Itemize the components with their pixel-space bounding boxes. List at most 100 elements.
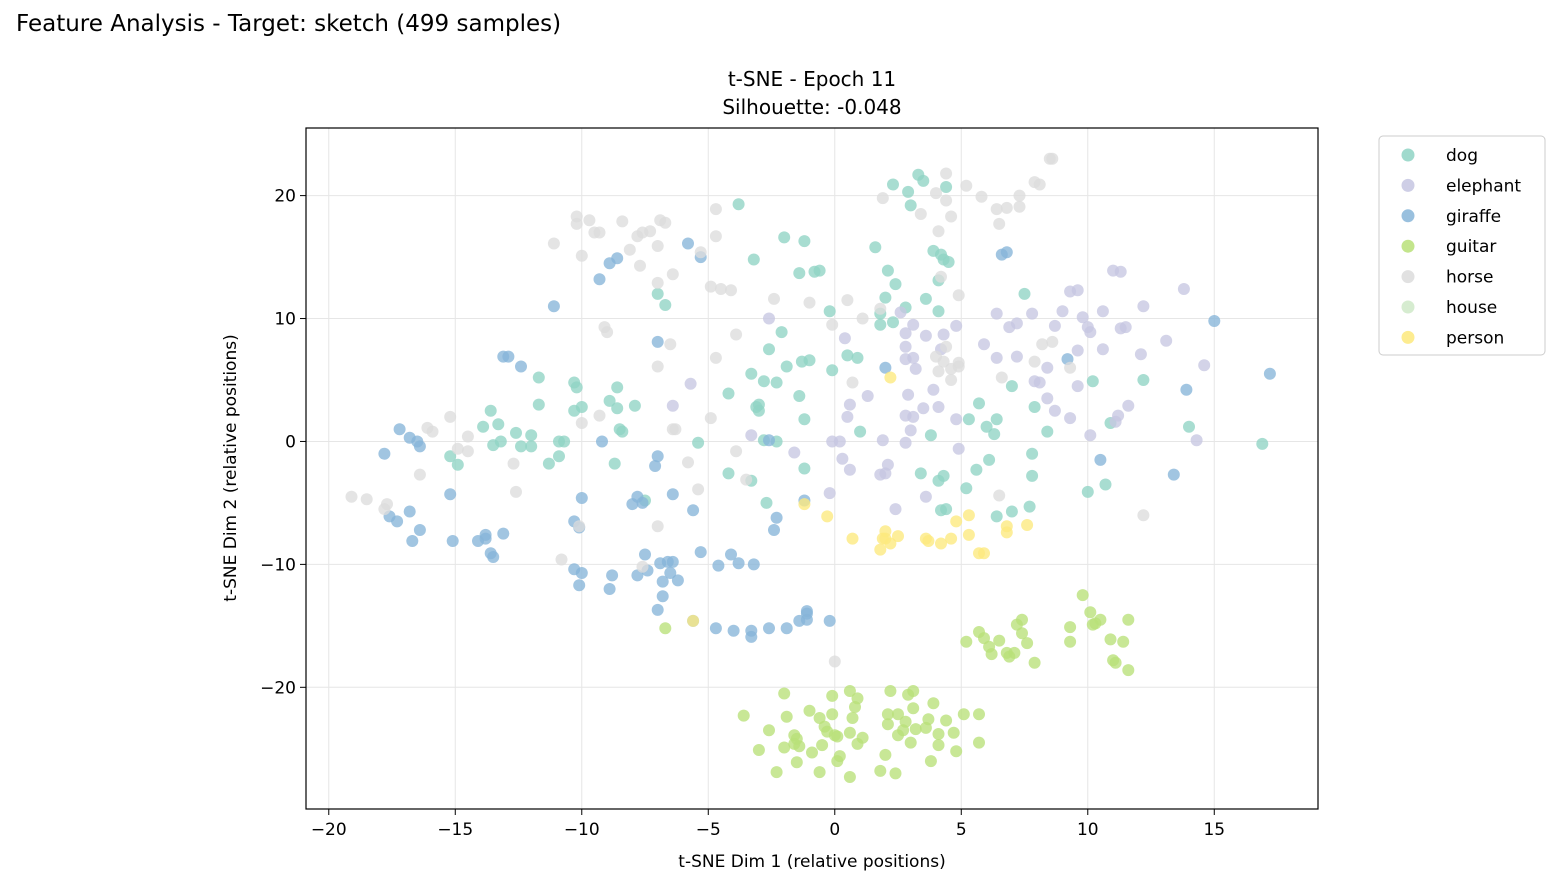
point-elephant xyxy=(1114,265,1127,278)
legend-marker xyxy=(1401,330,1415,344)
point-horse xyxy=(510,485,522,498)
point-giraffe xyxy=(671,574,684,587)
point-dog xyxy=(532,398,545,411)
point-elephant xyxy=(909,362,922,375)
point-giraffe xyxy=(666,555,679,568)
point-dog xyxy=(823,305,836,318)
legend-label: elephant xyxy=(1446,176,1521,196)
point-dog xyxy=(532,371,545,384)
point-dog xyxy=(881,264,894,277)
point-elephant xyxy=(950,319,963,332)
point-horse xyxy=(623,243,636,256)
point-guitar xyxy=(889,767,902,780)
point-horse xyxy=(935,270,947,283)
point-elephant xyxy=(917,402,930,415)
y-axis-ticks: −20 −10 0 10 20 xyxy=(260,187,306,698)
point-horse xyxy=(666,268,679,281)
legend-marker xyxy=(1401,239,1415,253)
point-dog xyxy=(798,462,811,475)
point-horse xyxy=(575,249,588,262)
point-elephant xyxy=(1122,399,1135,412)
point-elephant xyxy=(684,377,697,390)
point-guitar xyxy=(879,748,892,761)
point-guitar xyxy=(881,718,894,731)
point-elephant xyxy=(1071,344,1084,357)
point-dog xyxy=(628,399,641,412)
point-guitar xyxy=(843,726,856,739)
point-dog xyxy=(553,435,565,448)
point-giraffe xyxy=(666,488,679,501)
point-dog xyxy=(553,450,565,463)
point-horse xyxy=(725,284,737,297)
point-guitar xyxy=(851,692,864,705)
point-horse xyxy=(1064,361,1077,374)
legend: dog elephant giraffe guitar horse house person xyxy=(1378,135,1546,356)
point-dog xyxy=(492,418,505,431)
point-giraffe xyxy=(651,335,664,348)
point-guitar xyxy=(1016,613,1028,626)
point-person xyxy=(798,498,811,511)
point-guitar xyxy=(973,708,985,721)
point-horse xyxy=(669,423,682,436)
legend-label: person xyxy=(1446,328,1504,348)
point-horse xyxy=(826,318,839,331)
point-dog xyxy=(798,235,811,248)
legend-item-dog: dog xyxy=(1401,146,1478,166)
point-dog xyxy=(841,349,854,362)
point-giraffe xyxy=(823,614,836,627)
point-guitar xyxy=(1122,664,1135,677)
point-dog xyxy=(1137,374,1150,386)
point-dog xyxy=(917,174,930,187)
point-elephant xyxy=(1096,343,1109,356)
point-giraffe xyxy=(575,567,588,579)
x-tick-label: 15 xyxy=(1203,820,1225,840)
point-guitar xyxy=(892,708,904,721)
point-elephant xyxy=(874,468,887,481)
point-elephant xyxy=(823,487,836,500)
point-dog xyxy=(570,381,583,394)
point-horse xyxy=(993,489,1006,502)
point-giraffe xyxy=(712,559,725,572)
point-elephant xyxy=(745,429,758,442)
point-dog xyxy=(988,428,1001,441)
point-horse xyxy=(692,483,705,496)
point-horse xyxy=(664,338,677,351)
point-giraffe xyxy=(444,488,457,501)
chart-title-line2: Silhouette: -0.048 xyxy=(722,95,901,119)
point-dog xyxy=(960,482,973,495)
point-elephant xyxy=(1041,392,1054,405)
point-person xyxy=(962,509,975,522)
point-giraffe xyxy=(1167,468,1180,481)
point-dog xyxy=(919,292,932,305)
point-giraffe xyxy=(768,524,780,536)
point-horse xyxy=(616,215,629,228)
point-dog xyxy=(1005,380,1018,393)
point-elephant xyxy=(937,328,950,341)
point-horse xyxy=(575,417,588,429)
point-guitar xyxy=(927,697,940,710)
point-dog xyxy=(608,457,621,470)
point-giraffe xyxy=(603,583,616,595)
point-guitar xyxy=(826,708,839,721)
point-horse xyxy=(451,442,464,455)
point-elephant xyxy=(899,327,912,340)
point-giraffe xyxy=(709,622,722,635)
point-dog xyxy=(970,463,983,476)
point-giraffe xyxy=(403,505,416,518)
series-dog xyxy=(444,168,1269,523)
legend-item-person: person xyxy=(1401,328,1504,348)
point-horse xyxy=(573,520,586,533)
point-guitar xyxy=(957,708,970,721)
point-elephant xyxy=(1026,307,1039,320)
point-guitar xyxy=(790,756,803,769)
point-dog xyxy=(869,241,882,254)
point-giraffe xyxy=(413,440,426,453)
point-guitar xyxy=(993,634,1006,647)
legend-marker xyxy=(1401,178,1415,192)
point-dog xyxy=(515,440,527,453)
point-dog xyxy=(851,351,864,364)
point-giraffe xyxy=(1094,453,1107,466)
point-guitar xyxy=(778,687,791,700)
point-horse xyxy=(945,374,958,386)
x-axis-label: t-SNE Dim 1 (relative positions) xyxy=(678,852,945,872)
